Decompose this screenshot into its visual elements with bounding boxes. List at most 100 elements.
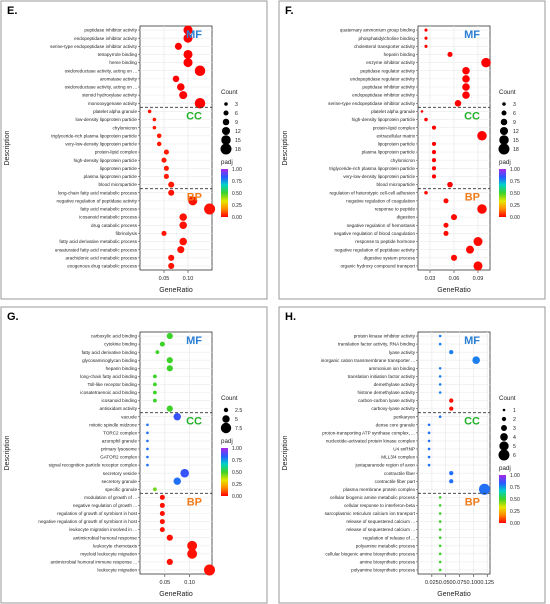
term-label: translation factor activity, RNA binding — [338, 342, 415, 347]
group-label-cc: CC — [464, 110, 480, 122]
dot-point — [146, 423, 149, 427]
x-axis-title: GeneRatio — [437, 287, 471, 294]
count-legend-dot — [501, 416, 507, 422]
padj-legend-label: 0.25 — [510, 203, 520, 209]
group-label-mf: MF — [464, 335, 480, 347]
y-axis-title: Description — [282, 130, 289, 165]
dot-point — [159, 511, 165, 516]
term-label: high-density lipoprotein particle — [352, 117, 416, 122]
term-label: long-chain fatty acid binding — [80, 374, 137, 379]
dot-point — [159, 502, 165, 508]
count-legend-label: 2.5 — [235, 408, 242, 414]
dot-point — [152, 382, 157, 387]
padj-legend-label: 0.50 — [232, 470, 242, 476]
dot-point — [166, 534, 173, 541]
padj-colorbar — [499, 475, 506, 523]
term-label: lyase activity — [389, 350, 416, 355]
panel-h: H. 0.025 0.050 0.075 0.100 0.125 GeneRatio Desc… — [278, 306, 546, 604]
dot-point — [424, 28, 428, 32]
term-label: leukocyte chemotaxis — [93, 543, 138, 548]
dot-point — [168, 254, 175, 261]
term-label: chylomicron — [390, 158, 415, 163]
dot-point — [168, 181, 175, 188]
term-label: negative regulation of hemostasis — [347, 223, 416, 228]
dot-point — [156, 141, 162, 147]
term-label: response to peptide hormone — [355, 239, 415, 244]
term-label: platelet alpha granule — [371, 109, 415, 114]
term-label: phosphatidylcholine binding — [359, 36, 416, 41]
dot-point — [438, 552, 442, 556]
padj-legend-label: 0.00 — [232, 494, 242, 500]
term-label: regulation of heterotypic cell-cell adhe… — [329, 190, 415, 195]
padj-legend-label: 1.00 — [510, 473, 520, 479]
dot-point — [438, 415, 442, 418]
dot-point — [427, 423, 431, 427]
count-legend-dot — [220, 422, 232, 434]
padj-legend-label: 1.00 — [232, 167, 242, 173]
dot-point — [424, 190, 428, 195]
count-legend-dot — [223, 407, 229, 413]
padj-legend-label: 1.00 — [510, 167, 520, 173]
term-label: protein-lipid complex — [373, 125, 416, 130]
panel-g: G. 0.05 0.10 GeneRatio Description carboxylic… — [0, 306, 268, 604]
term-label: ammonium ion binding — [369, 366, 416, 371]
dot-point — [427, 455, 431, 459]
count-legend-dot — [501, 425, 507, 431]
plot-area — [139, 331, 213, 575]
dot-point — [449, 479, 454, 484]
term-label: plasma lipoprotein particle — [84, 174, 138, 179]
dot-point — [180, 468, 189, 478]
term-label: high-density lipoprotein particle — [74, 158, 138, 163]
group-label-mf: MF — [186, 29, 202, 41]
dot-point — [173, 477, 181, 485]
panel-label: F. — [285, 5, 294, 17]
term-label: heme binding — [109, 60, 137, 65]
dot-point — [146, 447, 149, 451]
term-label: tetrapyrrole binding — [98, 52, 138, 57]
term-label: perikaryon — [394, 414, 416, 419]
dot-point — [173, 413, 181, 421]
term-label: triglyceride-rich plasma lipoprotein par… — [329, 166, 415, 171]
count-legend-dot — [220, 143, 232, 155]
dot-point — [450, 254, 458, 261]
term-label: oxidoreductase activity, acting on ... — [65, 68, 137, 73]
term-label: drug catabolic process — [91, 223, 138, 228]
group-label-bp: BP — [465, 496, 480, 508]
count-legend-label: 2 — [513, 417, 516, 423]
term-label: negative regulation of blood coagulation — [334, 231, 416, 236]
count-legend-label: 15 — [513, 138, 519, 144]
count-legend-label: 15 — [235, 138, 241, 144]
term-label: digestion — [397, 215, 416, 220]
dot-point — [159, 341, 165, 347]
padj-legend-label: 0.75 — [232, 179, 242, 185]
count-legend-label: 18 — [513, 147, 519, 153]
panel-border — [0, 0, 268, 300]
term-label: sarcoplasmic reticulum calcium ion trans… — [325, 511, 416, 516]
dot-point — [163, 149, 169, 155]
count-legend-dot — [224, 102, 228, 106]
term-label: monooxygenase activity — [88, 101, 138, 106]
term-label: peptidase regulator activity — [360, 68, 415, 73]
term-label: fatty acid metabolic process — [80, 207, 137, 212]
padj-legend-label: 0.75 — [232, 458, 242, 464]
term-label: plasma lipoprotein particle — [362, 150, 416, 155]
dot-point — [194, 98, 206, 109]
padj-legend-label: 0.00 — [510, 215, 520, 221]
dot-point — [473, 237, 483, 247]
count-legend-title: Count — [499, 89, 516, 96]
padj-legend-title: padj — [221, 438, 233, 445]
term-label: extracellular matrix — [376, 133, 415, 138]
x-tick-label: 0.09 — [473, 276, 484, 282]
dot-point — [152, 117, 157, 122]
padj-legend-label: 0.25 — [232, 482, 242, 488]
term-label: cellular biogenic amine metabolic proces… — [330, 495, 416, 500]
term-label: cholesterol transporter activity — [354, 44, 416, 49]
count-legend-dot — [223, 110, 229, 116]
term-label: icosanoid metabolic process — [79, 215, 137, 220]
padj-legend-label: 0.75 — [510, 179, 520, 185]
term-label: contractile fiber part — [375, 479, 416, 484]
dot-point — [163, 165, 169, 171]
dot-point — [204, 564, 216, 576]
